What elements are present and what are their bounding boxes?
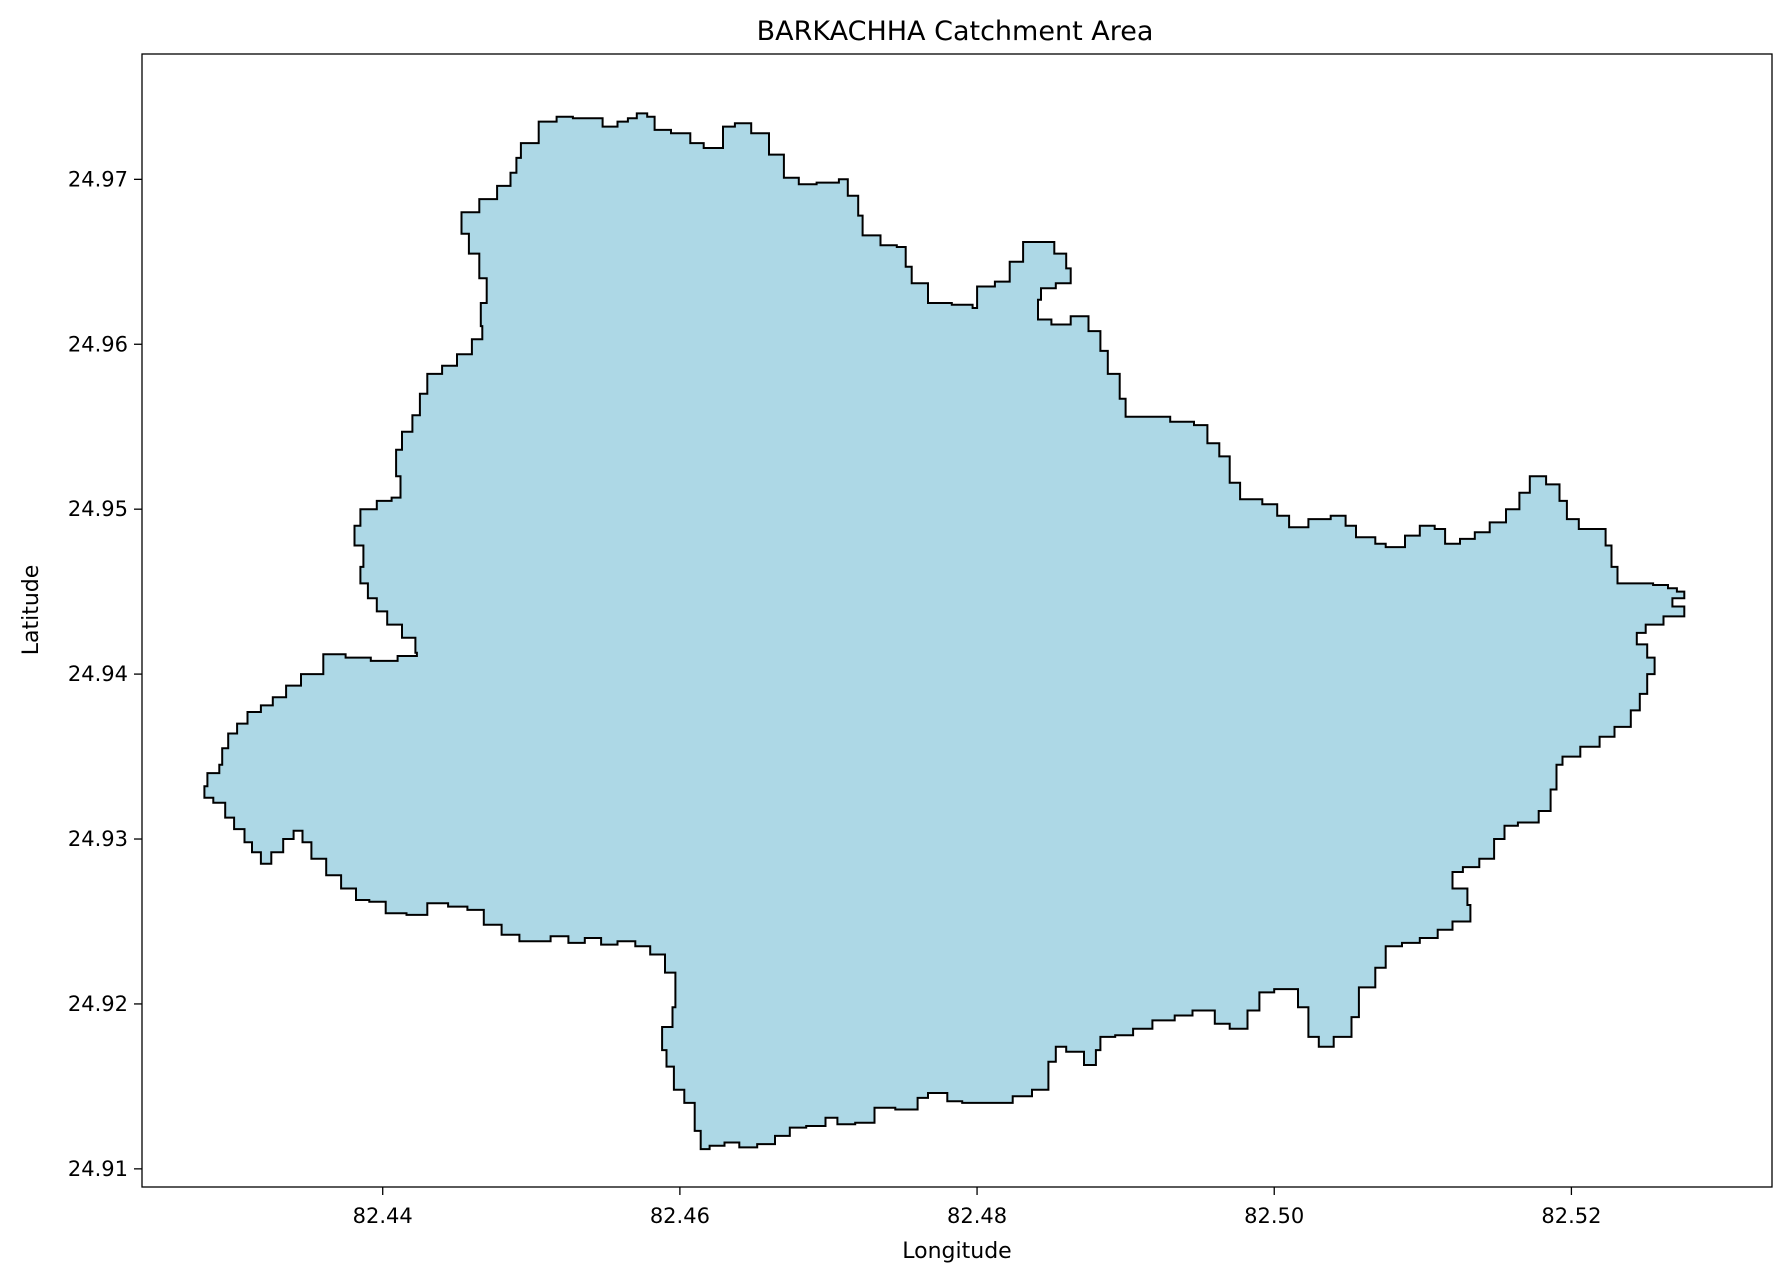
catchment-area-polygon xyxy=(203,112,1686,1151)
x-tick-label: 82.46 xyxy=(650,1204,710,1228)
y-tick-label: 24.95 xyxy=(68,497,128,521)
plot-frame xyxy=(141,53,1773,1188)
y-axis-ticks: 24.91 24.92 24.93 24.94 24.95 24.96 24.97 xyxy=(68,167,142,1181)
x-tick-label: 82.44 xyxy=(353,1204,413,1228)
x-axis-label: Longitude xyxy=(902,1239,1011,1264)
x-tick-label: 82.50 xyxy=(1244,1204,1304,1228)
y-tick-label: 24.94 xyxy=(68,662,128,686)
chart-title: BARKACHHA Catchment Area xyxy=(757,16,1154,47)
y-tick-label: 24.97 xyxy=(68,167,128,191)
y-axis-label: Latitude xyxy=(19,565,44,656)
y-tick-label: 24.92 xyxy=(68,992,128,1016)
x-tick-label: 82.48 xyxy=(947,1204,1007,1228)
y-tick-label: 24.93 xyxy=(68,827,128,851)
y-tick-label: 24.91 xyxy=(68,1157,128,1181)
x-axis-ticks: 82.44 82.46 82.48 82.50 82.52 xyxy=(353,1187,1601,1228)
plot-area xyxy=(141,53,1773,1188)
x-tick-label: 82.52 xyxy=(1541,1204,1601,1228)
y-tick-label: 24.96 xyxy=(68,332,128,356)
